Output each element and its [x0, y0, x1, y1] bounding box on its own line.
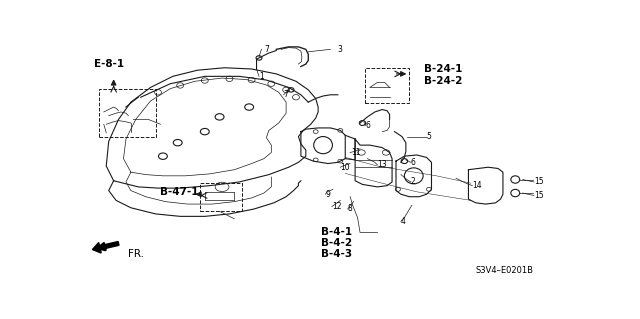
Text: FR.: FR.: [129, 249, 145, 259]
Bar: [365, 68, 410, 103]
Text: 10: 10: [340, 163, 350, 172]
FancyArrow shape: [92, 241, 119, 253]
Text: 14: 14: [472, 181, 482, 190]
Text: S3V4–E0201B: S3V4–E0201B: [476, 266, 534, 275]
Text: 1: 1: [259, 72, 264, 81]
Bar: [200, 183, 242, 211]
Text: 3: 3: [338, 45, 343, 54]
Text: 12: 12: [332, 202, 342, 211]
Text: B-24-1: B-24-1: [424, 64, 463, 74]
Text: E-8-1: E-8-1: [94, 59, 124, 69]
Text: 13: 13: [378, 160, 387, 169]
Text: 9: 9: [326, 190, 330, 199]
Text: 7: 7: [264, 45, 269, 54]
Text: 6: 6: [365, 121, 371, 130]
Bar: [99, 89, 156, 137]
Text: 7: 7: [284, 90, 289, 99]
Text: 5: 5: [427, 132, 431, 141]
Text: B-24-2: B-24-2: [424, 76, 463, 86]
Text: 11: 11: [351, 148, 361, 157]
Text: 2: 2: [411, 177, 415, 187]
Text: 6: 6: [411, 158, 415, 167]
Text: B-4-3: B-4-3: [321, 249, 352, 259]
Text: B-47-1: B-47-1: [161, 187, 199, 197]
Text: 8: 8: [348, 204, 353, 213]
Text: 15: 15: [534, 177, 543, 187]
Text: 4: 4: [401, 217, 406, 226]
Text: B-4-1: B-4-1: [321, 227, 352, 237]
Text: 15: 15: [534, 191, 543, 200]
Text: B-4-2: B-4-2: [321, 238, 352, 249]
